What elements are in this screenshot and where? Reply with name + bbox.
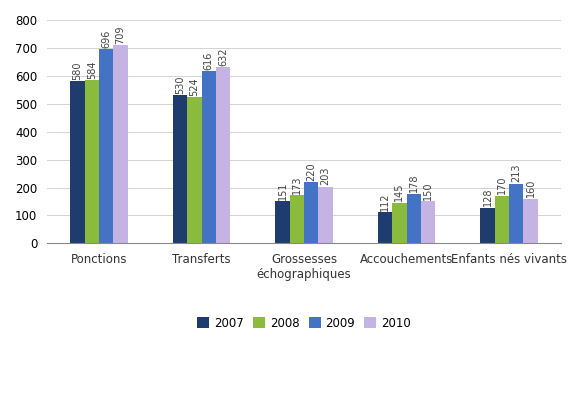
Bar	[319, 187, 333, 243]
Bar	[202, 71, 216, 243]
Bar	[392, 203, 406, 243]
Bar	[173, 95, 187, 243]
Text: 160: 160	[526, 179, 536, 197]
Text: 580: 580	[72, 61, 82, 80]
Bar	[216, 67, 230, 243]
Bar	[304, 182, 319, 243]
Bar	[71, 81, 85, 243]
Text: 145: 145	[395, 183, 405, 201]
Text: 173: 173	[292, 175, 302, 194]
Text: 616: 616	[203, 52, 213, 70]
Text: 530: 530	[175, 75, 185, 94]
Bar	[113, 46, 128, 243]
Text: 128: 128	[483, 188, 493, 206]
Text: 213: 213	[511, 164, 521, 182]
Bar	[290, 195, 304, 243]
Bar	[523, 199, 538, 243]
Legend: 2007, 2008, 2009, 2010: 2007, 2008, 2009, 2010	[193, 312, 416, 334]
Text: 203: 203	[320, 167, 330, 185]
Text: 524: 524	[189, 77, 199, 96]
Bar	[421, 201, 435, 243]
Text: 178: 178	[409, 174, 419, 192]
Bar	[480, 208, 495, 243]
Bar	[378, 212, 392, 243]
Bar	[509, 184, 523, 243]
Text: 151: 151	[278, 181, 288, 200]
Bar	[275, 201, 290, 243]
Bar	[85, 80, 99, 243]
Text: 220: 220	[306, 162, 316, 181]
Text: 170: 170	[497, 176, 507, 195]
Text: 696: 696	[101, 29, 111, 48]
Bar	[495, 196, 509, 243]
Text: 632: 632	[218, 47, 228, 66]
Text: 150: 150	[423, 182, 433, 200]
Bar	[187, 97, 202, 243]
Bar	[99, 49, 113, 243]
Text: 584: 584	[87, 60, 97, 79]
Bar	[406, 194, 421, 243]
Text: 709: 709	[116, 26, 126, 44]
Text: 112: 112	[380, 192, 390, 211]
